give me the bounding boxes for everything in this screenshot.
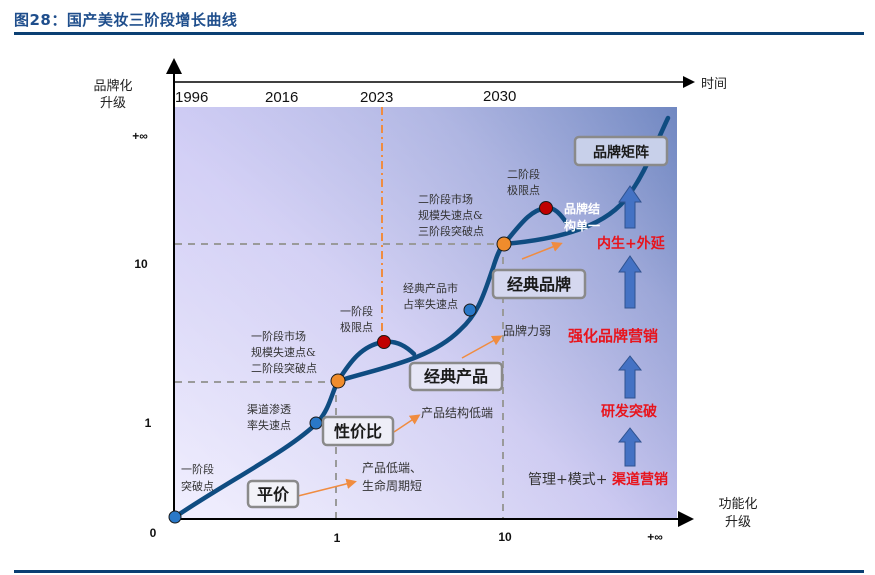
svg-text:生命周期短: 生命周期短 <box>362 478 422 493</box>
point-stage1-limit <box>377 335 391 349</box>
driver-arrows <box>617 185 643 467</box>
svg-text:渠道营销: 渠道营销 <box>611 471 668 488</box>
milestone-points <box>168 201 553 524</box>
svg-text:+∞: +∞ <box>132 129 148 143</box>
top-rule <box>14 32 864 35</box>
stage-xingjiabi: 性价比 <box>334 422 382 441</box>
svg-text:内生+外延: 内生+外延 <box>597 235 666 252</box>
svg-text:功能化: 功能化 <box>718 497 757 512</box>
svg-text:构单一: 构单一 <box>564 218 600 233</box>
svg-text:品牌化: 品牌化 <box>93 78 132 94</box>
point-stage1-market <box>330 373 346 389</box>
svg-text:+∞: +∞ <box>647 530 663 544</box>
svg-text:三阶段突破点: 三阶段突破点 <box>418 224 484 238</box>
svg-text:升级: 升级 <box>100 96 126 111</box>
svg-text:2030: 2030 <box>483 88 516 105</box>
axis-labels: 品牌化 升级 功能化 升级 时间 <box>93 77 757 530</box>
svg-text:10: 10 <box>498 530 512 544</box>
point-start <box>168 510 182 524</box>
svg-text:1: 1 <box>145 416 152 430</box>
bottom-rule <box>14 570 864 573</box>
svg-text:二阶段市场: 二阶段市场 <box>418 192 473 206</box>
svg-text:产品低端、: 产品低端、 <box>362 461 422 475</box>
stage-classic-product: 经典产品 <box>424 367 488 386</box>
svg-text:渠道渗透: 渠道渗透 <box>247 402 291 416</box>
svg-text:规模失速点&: 规模失速点& <box>251 345 316 359</box>
point-classic-share <box>463 303 477 317</box>
svg-text:2023: 2023 <box>360 89 393 106</box>
stage-classic-brand: 经典品牌 <box>507 275 571 294</box>
drivers: 管理+模式+ 渠道营销 研发突破 强化品牌营销 内生+外延 <box>528 235 668 488</box>
svg-text:率失速点: 率失速点 <box>247 418 291 432</box>
stage-pingjia: 平价 <box>257 485 290 504</box>
svg-text:强化品牌营销: 强化品牌营销 <box>568 327 658 345</box>
point-stage2-limit <box>539 201 553 215</box>
svg-text:0: 0 <box>150 526 157 540</box>
svg-text:占率失速点: 占率失速点 <box>403 297 458 311</box>
svg-text:升级: 升级 <box>725 515 751 530</box>
stage-boxes <box>246 135 669 509</box>
svg-text:品牌力弱: 品牌力弱 <box>503 324 551 338</box>
svg-text:一阶段: 一阶段 <box>181 462 214 476</box>
svg-text:一阶段: 一阶段 <box>340 304 373 318</box>
svg-text:管理+模式+: 管理+模式+ <box>528 472 607 488</box>
svg-text:经典产品市: 经典产品市 <box>403 281 458 295</box>
svg-text:2016: 2016 <box>265 89 298 106</box>
svg-text:1996: 1996 <box>175 89 208 106</box>
svg-text:规模失速点&: 规模失速点& <box>418 208 483 222</box>
tick-labels: +∞ 10 1 0 1 10 +∞ <box>132 129 663 545</box>
year-labels: 1996 2016 2023 2030 <box>175 88 516 106</box>
svg-text:极限点: 极限点 <box>507 183 540 197</box>
stage-brand-matrix: 品牌矩阵 <box>593 144 649 161</box>
svg-text:1: 1 <box>334 531 341 545</box>
figure-title: 图28：国产美妆三阶段增长曲线 <box>14 11 238 29</box>
orange-pointers <box>297 241 563 497</box>
svg-text:一阶段市场: 一阶段市场 <box>251 329 306 343</box>
svg-text:产品结构低端: 产品结构低端 <box>421 405 493 420</box>
svg-text:突破点: 突破点 <box>181 479 214 493</box>
point-stage2-market <box>496 236 512 252</box>
svg-text:研发突破: 研发突破 <box>601 403 657 420</box>
brand-single-note: 品牌结 构单一 <box>564 201 600 233</box>
svg-text:二阶段突破点: 二阶段突破点 <box>251 361 317 375</box>
svg-text:极限点: 极限点 <box>340 320 373 334</box>
svg-text:品牌结: 品牌结 <box>564 201 600 216</box>
point-channel <box>309 416 323 430</box>
annotations: 一阶段 突破点 渠道渗透 率失速点 一阶段市场 规模失速点& 二阶段突破点 一阶… <box>181 167 551 493</box>
svg-text:时间: 时间 <box>701 77 727 92</box>
svg-text:10: 10 <box>134 257 148 271</box>
svg-text:二阶段: 二阶段 <box>507 167 540 181</box>
